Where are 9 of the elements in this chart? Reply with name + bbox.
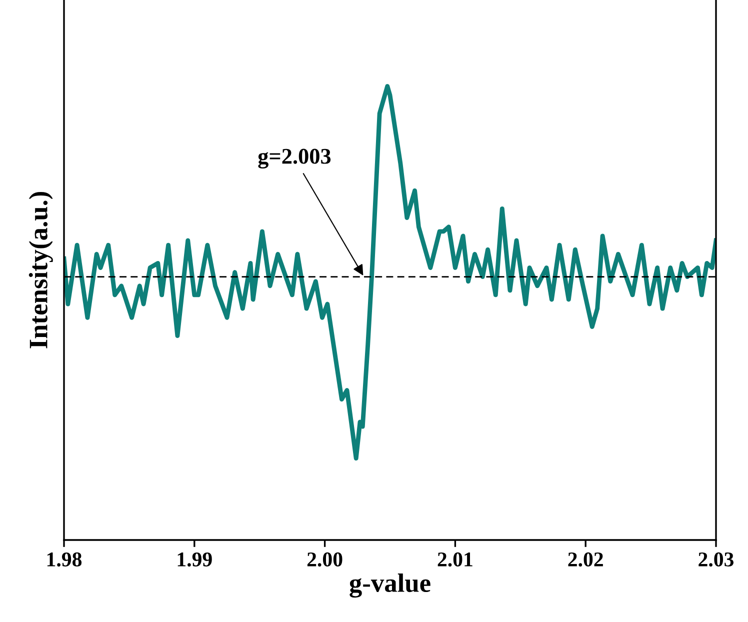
- x-tick-label: 2.03: [698, 552, 734, 567]
- x-tick-label: 1.98: [47, 552, 82, 567]
- x-tick-label: 2.02: [568, 552, 603, 567]
- x-tick-label: 1.99: [178, 552, 212, 567]
- x-tick-label: 2.00: [307, 552, 342, 567]
- x-tick-label: 2.01: [438, 552, 472, 567]
- annotation: g=2.003: [258, 148, 331, 168]
- y-axis-title: Intensity(a.u.): [28, 192, 53, 348]
- x-axis-title: g-value: [350, 573, 430, 598]
